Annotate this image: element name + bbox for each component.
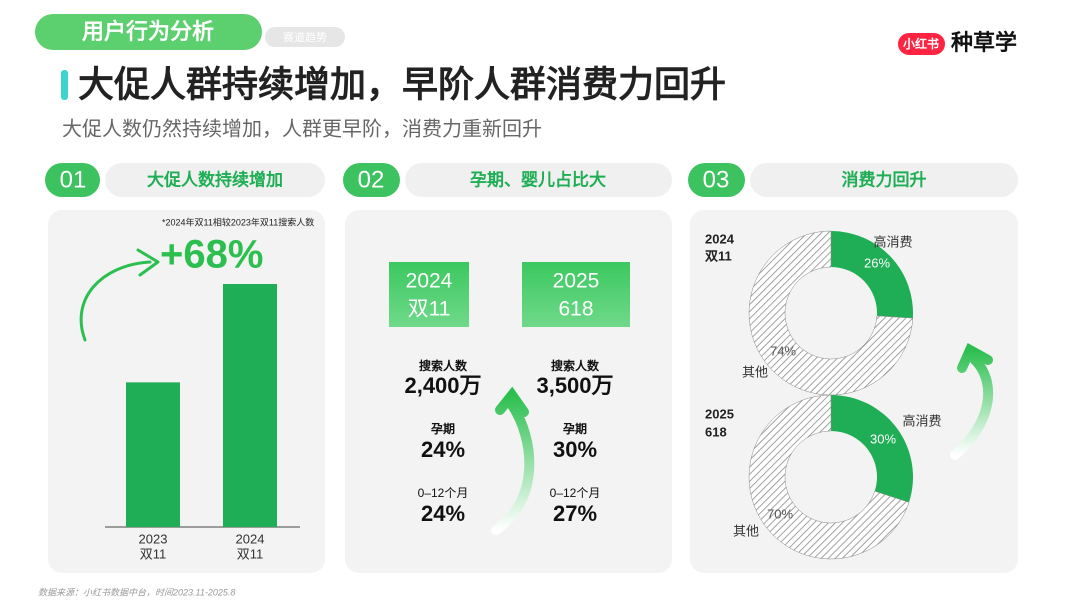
label-pill bbox=[405, 163, 672, 197]
comparison: 2024双11搜索人数2,400万孕期24%0–12个月24%2025618搜索… bbox=[404, 270, 613, 526]
pregnancy-label: 孕期 bbox=[563, 421, 587, 436]
panel-label: 大促人数持续增加 bbox=[147, 169, 283, 189]
section-pill bbox=[35, 14, 262, 50]
panel-headers: 01 大促人数持续增加 02 孕期、婴儿占比大 03 消费力回升 bbox=[45, 163, 1018, 197]
bar bbox=[126, 382, 180, 527]
x-tick-label: 双11 bbox=[140, 546, 167, 561]
infant-label: 0–12个月 bbox=[418, 486, 469, 500]
donut-title: 618 bbox=[705, 424, 727, 439]
search: 2,400万 bbox=[404, 373, 481, 398]
panel-label: 消费力回升 bbox=[842, 169, 927, 189]
value-label: 74% bbox=[770, 343, 796, 358]
value-label: 70% bbox=[767, 506, 793, 521]
panel-label: 孕期、婴儿占比大 bbox=[470, 169, 606, 189]
infant-label: 0–12个月 bbox=[550, 486, 601, 500]
legend-label: 高消费 bbox=[902, 413, 941, 428]
title: 大促人群持续增加，早阶人群消费力回升 bbox=[78, 64, 726, 105]
period: 2024 bbox=[406, 270, 453, 293]
brand: 种草学 bbox=[951, 30, 1017, 55]
value-label: 26% bbox=[864, 255, 890, 270]
bar bbox=[223, 284, 277, 527]
legend-label: 其他 bbox=[742, 364, 768, 379]
x-tick-label: 2024 bbox=[236, 531, 265, 546]
trend-arrow bbox=[950, 342, 994, 460]
period: 618 bbox=[558, 298, 593, 321]
trend-arrow bbox=[491, 386, 535, 535]
brand-badge: 小红书 bbox=[903, 36, 939, 51]
section: 用户行为分析 bbox=[82, 19, 214, 44]
pregnancy: 24% bbox=[421, 437, 465, 462]
donut-segment bbox=[748, 394, 910, 560]
period-box bbox=[522, 262, 630, 327]
donut-segment bbox=[748, 230, 914, 396]
period: 双11 bbox=[408, 298, 451, 321]
subtitle: 大促人数仍然持续增加，人群更早阶，消费力重新回升 bbox=[62, 117, 542, 140]
donut-segment bbox=[831, 231, 914, 319]
chart-note: *2024年双11相较2023年双11搜索人数 bbox=[162, 216, 314, 227]
tag: 赛道趋势 bbox=[283, 30, 327, 44]
donut-title: 双11 bbox=[705, 248, 732, 263]
pregnancy-label: 孕期 bbox=[431, 421, 455, 436]
label-pill bbox=[750, 163, 1018, 197]
pregnancy: 30% bbox=[553, 437, 597, 462]
legend-label: 高消费 bbox=[873, 234, 912, 249]
donut-title: 2025 bbox=[705, 406, 734, 421]
legend-label: 其他 bbox=[733, 523, 759, 538]
search-label: 搜索人数 bbox=[419, 358, 468, 373]
search: 3,500万 bbox=[536, 373, 613, 398]
number-pill bbox=[343, 163, 400, 197]
x-tick-label: 2023 bbox=[139, 531, 168, 546]
infant: 24% bbox=[421, 501, 465, 526]
period-box bbox=[389, 262, 469, 327]
panel-number: 03 bbox=[703, 166, 730, 193]
brand-badge-bg bbox=[898, 33, 945, 55]
footer: 数据来源：小红书数据中台，时间2023.11-2025.8 bbox=[38, 587, 235, 597]
tag-pill bbox=[265, 27, 345, 47]
title-accent bbox=[61, 70, 68, 100]
number-pill bbox=[688, 163, 745, 197]
panel-number: 01 bbox=[60, 166, 87, 193]
value-label: 30% bbox=[870, 431, 896, 446]
period: 2025 bbox=[553, 270, 600, 293]
infant: 27% bbox=[553, 501, 597, 526]
panel-number: 02 bbox=[358, 166, 385, 193]
donut-title: 2024 bbox=[705, 231, 735, 246]
growth-arrow bbox=[79, 248, 160, 342]
label-pill bbox=[105, 163, 325, 197]
annotation: +68% bbox=[160, 233, 263, 277]
x-tick-label: 双11 bbox=[237, 546, 264, 561]
number-pill bbox=[45, 163, 100, 197]
search-label: 搜索人数 bbox=[551, 358, 600, 373]
donut-segment bbox=[831, 395, 913, 503]
